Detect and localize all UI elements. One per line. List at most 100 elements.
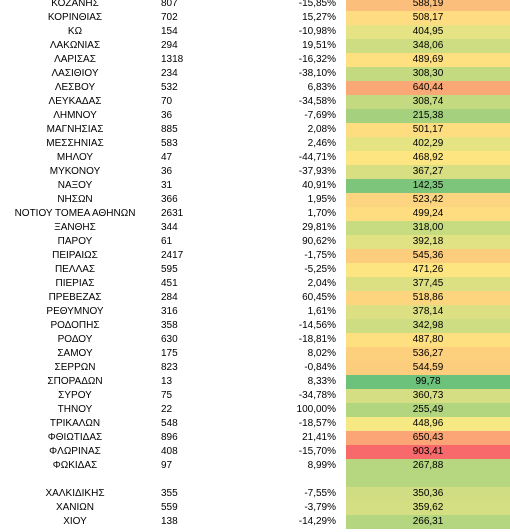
region-name-cell[interactable]: ΡΕΘΥΜΝΟΥ bbox=[46, 306, 104, 317]
count-cell[interactable]: 366 bbox=[161, 194, 178, 205]
percent-change-cell[interactable] bbox=[236, 473, 336, 487]
value-cell[interactable]: 544,59 bbox=[346, 361, 510, 375]
value-cell[interactable]: 468,92 bbox=[346, 151, 510, 165]
value-cell[interactable]: 392,18 bbox=[346, 235, 510, 249]
value-cell[interactable]: 404,95 bbox=[346, 25, 510, 39]
region-name-cell[interactable]: ΛΑΣΙΘΙΟΥ bbox=[51, 68, 99, 79]
count-cell[interactable]: 31 bbox=[161, 180, 173, 191]
value-cell[interactable]: 499,24 bbox=[346, 207, 510, 221]
count-cell[interactable]: 294 bbox=[161, 40, 178, 51]
count-cell[interactable]: 234 bbox=[161, 68, 178, 79]
percent-change-cell[interactable]: -5,25% bbox=[304, 264, 336, 275]
count-cell[interactable]: 154 bbox=[161, 26, 178, 37]
percent-change-cell[interactable]: -44,71% bbox=[298, 152, 336, 163]
percent-change-cell[interactable]: -3,79% bbox=[304, 502, 336, 513]
region-name-cell[interactable]: ΣΑΜΟΥ bbox=[57, 348, 93, 359]
percent-change-cell[interactable]: 6,83% bbox=[307, 82, 336, 93]
count-cell[interactable]: 2631 bbox=[161, 208, 184, 219]
percent-change-cell[interactable]: -14,56% bbox=[298, 320, 336, 331]
count-cell[interactable]: 61 bbox=[161, 236, 173, 247]
value-cell[interactable]: 487,80 bbox=[346, 333, 510, 347]
count-cell[interactable]: 22 bbox=[161, 404, 173, 415]
value-cell[interactable]: 471,26 bbox=[346, 263, 510, 277]
percent-change-cell[interactable]: -15,85% bbox=[298, 0, 336, 9]
value-cell[interactable]: 318,00 bbox=[346, 221, 510, 235]
value-cell[interactable]: 508,17 bbox=[346, 11, 510, 25]
percent-change-cell[interactable]: -34,58% bbox=[298, 96, 336, 107]
value-cell[interactable]: 536,27 bbox=[346, 347, 510, 361]
value-cell[interactable]: 640,44 bbox=[346, 81, 510, 95]
value-cell[interactable]: 448,96 bbox=[346, 417, 510, 431]
region-name-cell[interactable]: ΧΙΟΥ bbox=[63, 516, 87, 527]
value-cell[interactable]: 650,43 bbox=[346, 431, 510, 445]
count-cell[interactable]: 896 bbox=[161, 432, 178, 443]
region-name-cell[interactable]: ΧΑΝΙΩΝ bbox=[55, 502, 95, 513]
percent-change-cell[interactable]: -16,32% bbox=[298, 54, 336, 65]
percent-change-cell[interactable]: -1,75% bbox=[304, 250, 336, 261]
count-cell[interactable]: 583 bbox=[161, 138, 178, 149]
count-cell[interactable]: 75 bbox=[161, 390, 173, 401]
region-name-cell[interactable]: ΝΗΣΩΝ bbox=[57, 194, 93, 205]
count-cell[interactable]: 823 bbox=[161, 362, 178, 373]
count-cell[interactable]: 408 bbox=[161, 446, 178, 457]
region-name-cell[interactable]: ΛΕΣΒΟΥ bbox=[54, 82, 96, 93]
value-cell[interactable]: 308,74 bbox=[346, 95, 510, 109]
value-cell[interactable]: 267,88 bbox=[346, 459, 510, 473]
region-name-cell[interactable]: ΤΗΝΟΥ bbox=[57, 404, 93, 415]
percent-change-cell[interactable]: -18,57% bbox=[298, 418, 336, 429]
region-name-cell[interactable]: ΠΕΛΛΑΣ bbox=[54, 264, 96, 275]
value-cell[interactable]: 402,29 bbox=[346, 137, 510, 151]
region-name-cell[interactable]: ΦΛΩΡΙΝΑΣ bbox=[49, 446, 101, 457]
value-cell[interactable]: 308,30 bbox=[346, 67, 510, 81]
value-cell[interactable]: 255,49 bbox=[346, 403, 510, 417]
count-cell[interactable]: 559 bbox=[161, 502, 178, 513]
percent-change-cell[interactable]: 15,27% bbox=[302, 12, 336, 23]
region-name-cell[interactable]: ΦΘΙΩΤΙΔΑΣ bbox=[47, 432, 103, 443]
region-name-cell[interactable]: ΝΑΞΟΥ bbox=[57, 180, 93, 191]
percent-change-cell[interactable]: 60,45% bbox=[302, 292, 336, 303]
percent-change-cell[interactable]: 1,95% bbox=[307, 194, 336, 205]
percent-change-cell[interactable]: 8,02% bbox=[307, 348, 336, 359]
percent-change-cell[interactable]: 29,81% bbox=[302, 222, 336, 233]
percent-change-cell[interactable]: -34,78% bbox=[298, 390, 336, 401]
region-name-cell[interactable]: ΝΟΤΙΟΥ ΤΟΜΕΑ ΑΘΗΝΩΝ bbox=[14, 208, 136, 219]
count-cell[interactable]: 97 bbox=[161, 460, 173, 471]
percent-change-cell[interactable]: -7,69% bbox=[304, 110, 336, 121]
count-cell[interactable]: 358 bbox=[161, 320, 178, 331]
percent-change-cell[interactable]: -7,55% bbox=[304, 488, 336, 499]
value-cell[interactable]: 360,73 bbox=[346, 389, 510, 403]
region-name-cell[interactable]: ΞΑΝΘΗΣ bbox=[54, 222, 96, 233]
percent-change-cell[interactable]: 1,70% bbox=[307, 208, 336, 219]
region-name-cell[interactable]: ΛΑΚΩΝΙΑΣ bbox=[49, 40, 101, 51]
region-name-cell[interactable]: ΛΕΥΚΑΔΑΣ bbox=[48, 96, 102, 107]
region-name-cell[interactable]: ΜΗΛΟΥ bbox=[56, 152, 94, 163]
region-name-cell[interactable]: ΚΟΡΙΝΘΙΑΣ bbox=[47, 12, 103, 23]
count-cell[interactable]: 344 bbox=[161, 222, 178, 233]
region-name-cell[interactable]: ΤΡΙΚΑΛΩΝ bbox=[49, 418, 101, 429]
region-name-cell[interactable]: ΜΥΚΟΝΟΥ bbox=[49, 166, 101, 177]
value-cell[interactable]: 359,62 bbox=[346, 501, 510, 515]
percent-change-cell[interactable]: -37,93% bbox=[298, 166, 336, 177]
value-cell[interactable]: 523,42 bbox=[346, 193, 510, 207]
value-cell[interactable]: 489,69 bbox=[346, 53, 510, 67]
value-cell[interactable] bbox=[346, 473, 510, 487]
region-name-cell[interactable]: ΡΟΔΟΥ bbox=[57, 334, 93, 345]
count-cell[interactable]: 36 bbox=[161, 110, 173, 121]
value-cell[interactable]: 266,31 bbox=[346, 515, 510, 529]
value-cell[interactable]: 367,27 bbox=[346, 165, 510, 179]
region-name-cell[interactable]: ΛΑΡΙΣΑΣ bbox=[54, 54, 96, 65]
value-cell[interactable]: 518,86 bbox=[346, 291, 510, 305]
region-name-cell[interactable]: ΚΩ bbox=[67, 26, 83, 37]
count-cell[interactable]: 451 bbox=[161, 278, 178, 289]
count-cell[interactable]: 36 bbox=[161, 166, 173, 177]
region-name-cell[interactable]: ΚΟΖΑΝΗΣ bbox=[51, 0, 99, 9]
count-cell[interactable]: 2417 bbox=[161, 250, 184, 261]
count-cell[interactable]: 548 bbox=[161, 418, 178, 429]
region-name-cell[interactable]: ΠΕΙΡΑΙΩΣ bbox=[52, 250, 98, 261]
percent-change-cell[interactable]: 8,99% bbox=[307, 460, 336, 471]
region-name-cell[interactable]: ΛΗΜΝΟΥ bbox=[53, 110, 97, 121]
count-cell[interactable]: 885 bbox=[161, 124, 178, 135]
value-cell[interactable]: 348,06 bbox=[346, 39, 510, 53]
value-cell[interactable]: 350,36 bbox=[346, 487, 510, 501]
percent-change-cell[interactable]: 90,62% bbox=[302, 236, 336, 247]
